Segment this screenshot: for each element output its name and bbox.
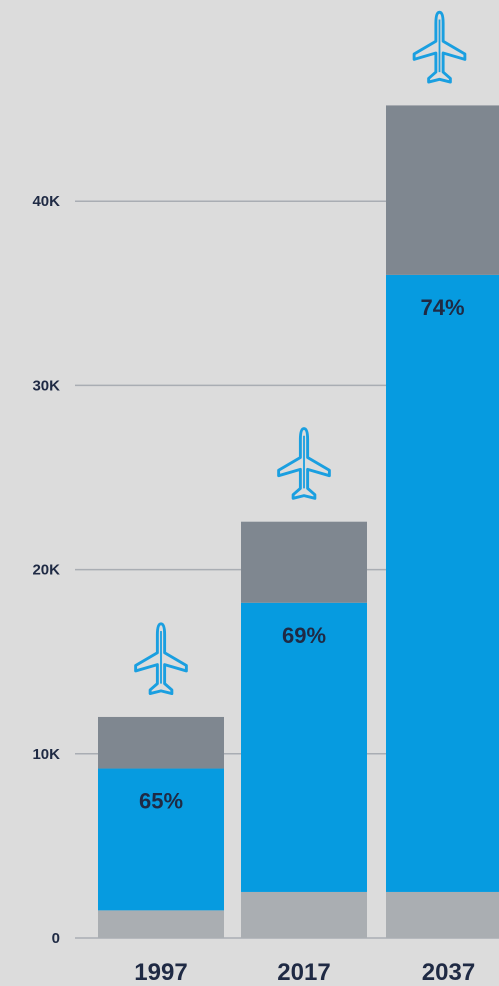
airplane-icon [277,427,331,500]
bar-segment-bottom [98,910,224,938]
bar-segment-middle [386,274,499,892]
bar-segment-top [386,105,499,275]
y-tick-label: 0 [52,930,60,947]
bar-segment-top [241,521,367,603]
bar-segment-bottom [241,891,367,938]
bar-segment-middle [241,602,367,892]
bar-segment-top [98,716,224,769]
bar-segment-bottom [386,891,499,938]
bar-segment-middle [98,768,224,911]
bar-percent-label: 69% [282,623,326,648]
bar-percent-label: 74% [420,295,464,320]
labels: 0 10K 20K 30K 40K 65% 1997 69% 2017 74% 2037 [32,193,475,986]
y-tick-label: 40K [32,193,60,210]
bars [98,105,499,938]
x-category-label: 2037 [422,959,475,986]
y-tick-label: 30K [32,377,60,394]
x-category-label: 1997 [134,959,187,986]
bar-percent-label: 65% [139,789,183,814]
airplane-icon [412,10,467,84]
y-tick-label: 20K [32,562,60,579]
y-tick-label: 10K [32,746,60,763]
x-category-label: 2017 [277,959,330,986]
airplane-icon [134,622,188,696]
